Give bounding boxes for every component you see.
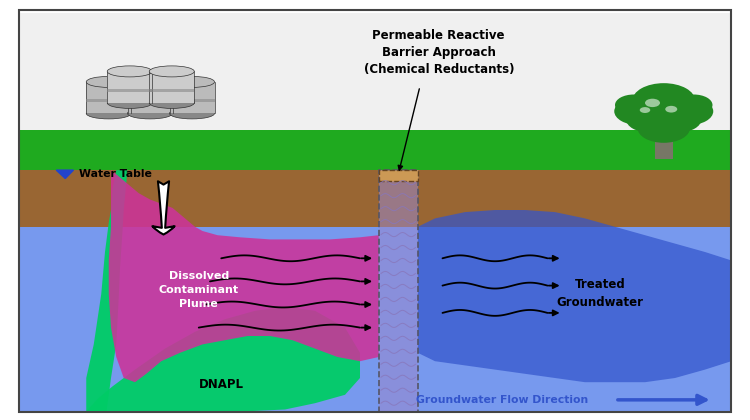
Bar: [128, 99, 172, 102]
Polygon shape: [86, 170, 128, 412]
Ellipse shape: [149, 97, 194, 108]
Circle shape: [640, 107, 650, 113]
Circle shape: [656, 107, 701, 132]
Circle shape: [638, 113, 690, 143]
Ellipse shape: [86, 76, 131, 87]
Circle shape: [675, 94, 712, 116]
Bar: [379, 170, 418, 412]
Bar: [149, 89, 194, 92]
Bar: [655, 136, 673, 159]
Bar: [107, 71, 152, 103]
Bar: [107, 89, 152, 92]
Circle shape: [614, 97, 664, 125]
Circle shape: [632, 83, 695, 118]
Text: Dissolved
Contaminant
Plume: Dissolved Contaminant Plume: [159, 271, 238, 309]
Text: Treated
Groundwater: Treated Groundwater: [556, 278, 644, 310]
Circle shape: [665, 106, 677, 113]
Text: Permeable Reactive
Barrier Approach
(Chemical Reductants): Permeable Reactive Barrier Approach (Che…: [364, 29, 514, 76]
Polygon shape: [56, 170, 74, 178]
Bar: [19, 170, 731, 227]
Circle shape: [664, 97, 713, 125]
Ellipse shape: [128, 108, 172, 119]
Polygon shape: [109, 170, 379, 382]
Bar: [128, 82, 172, 113]
Circle shape: [615, 94, 652, 116]
Bar: [19, 227, 731, 412]
Bar: [19, 13, 731, 130]
Bar: [149, 71, 194, 103]
Bar: [86, 99, 131, 102]
Text: Water Table: Water Table: [79, 169, 152, 179]
Bar: [379, 170, 418, 181]
Ellipse shape: [86, 108, 131, 119]
Bar: [19, 130, 731, 170]
Ellipse shape: [149, 66, 194, 77]
Circle shape: [626, 107, 671, 132]
Circle shape: [645, 99, 660, 107]
Text: DNAPL: DNAPL: [199, 378, 244, 391]
Polygon shape: [418, 210, 731, 382]
Ellipse shape: [128, 76, 172, 87]
Ellipse shape: [170, 108, 214, 119]
Polygon shape: [86, 307, 360, 412]
Text: Groundwater Flow Direction: Groundwater Flow Direction: [416, 395, 589, 405]
Bar: [170, 99, 214, 102]
Ellipse shape: [170, 76, 214, 87]
Bar: [170, 82, 214, 113]
Bar: [379, 170, 418, 412]
Ellipse shape: [107, 66, 152, 77]
Ellipse shape: [107, 97, 152, 108]
Bar: [86, 82, 131, 113]
